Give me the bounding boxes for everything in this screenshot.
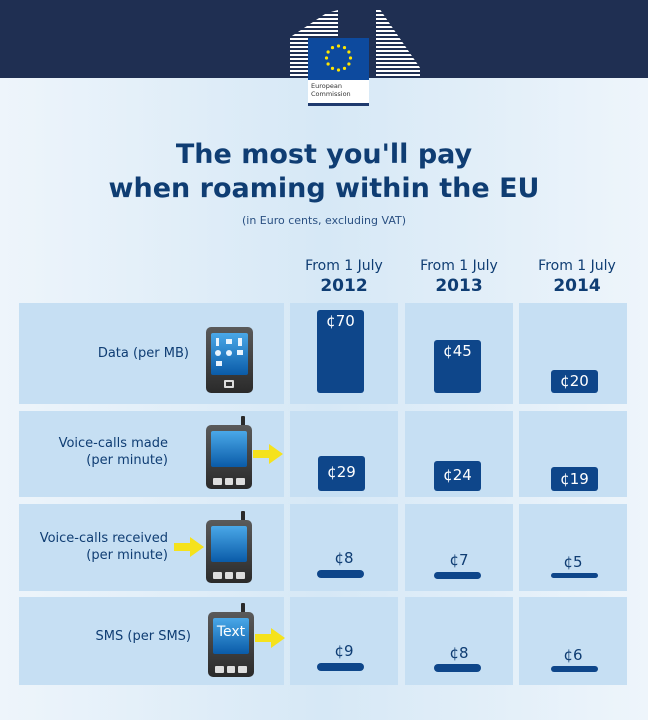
value-cell-2012: ¢8 (290, 504, 398, 591)
row-label-line2: (per minute) (86, 548, 168, 563)
row-voice-calls-received: Voice-calls received (per minute) ¢8 ¢7 … (19, 504, 627, 591)
value-cell-2012: ¢29 (290, 411, 398, 497)
value-cell-2014: ¢6 (519, 597, 627, 685)
column-year: 2013 (435, 276, 483, 296)
value-bar (317, 570, 364, 578)
row-label-cell: SMS (per SMS) Text (19, 597, 285, 685)
subtitle: (in Euro cents, excluding VAT) (241, 214, 407, 227)
row-label: Voice-calls received (per minute) (19, 530, 168, 564)
row-sms: SMS (per SMS) Text ¢9 ¢8 ¢6 (19, 597, 627, 685)
value-bar: ¢70 (317, 310, 364, 393)
value-bar: ¢45 (434, 340, 481, 393)
title-line1: The most you'll pay (175, 139, 473, 170)
title-line2: when roaming within the EU (108, 173, 540, 204)
phone-antenna (241, 603, 245, 615)
row-label: SMS (per SMS) (95, 629, 191, 644)
value-cell-2013: ¢7 (405, 504, 513, 591)
value-label: ¢29 (327, 463, 356, 481)
row-voice-calls-made: Voice-calls made (per minute) ¢29 ¢24 ¢1… (19, 411, 627, 497)
outgoing-arrow-icon (255, 628, 285, 648)
row-label-line1: Voice-calls received (39, 531, 168, 546)
value-cell-2012: ¢70 (290, 303, 398, 404)
value-bar (551, 573, 598, 578)
value-bar: ¢24 (434, 461, 481, 491)
phone-outgoing-icon (206, 425, 252, 489)
column-header-2012: From 1 July 2012 (290, 256, 398, 296)
value-bar: ¢19 (551, 467, 598, 491)
sms-screen-text: Text (216, 624, 246, 640)
row-label-line2: (per minute) (86, 453, 168, 468)
column-from-label: From 1 July (538, 258, 616, 274)
value-label: ¢19 (560, 470, 589, 488)
value-label: ¢6 (563, 646, 583, 664)
column-year: 2012 (320, 276, 368, 296)
phone-antenna (241, 511, 245, 523)
value-cell-2012: ¢9 (290, 597, 398, 685)
value-cell-2014: ¢5 (519, 504, 627, 591)
row-label-cell: Voice-calls received (per minute) (19, 504, 284, 591)
row-label-cell: Data (per MB) (19, 303, 284, 404)
value-cell-2014: ¢20 (519, 303, 627, 404)
page-title: The most you'll pay when roaming within … (0, 138, 648, 206)
value-bar (434, 664, 481, 672)
value-label: ¢5 (563, 553, 583, 571)
value-cell-2013: ¢24 (405, 411, 513, 497)
value-label: ¢45 (443, 342, 472, 360)
row-label-cell: Voice-calls made (per minute) (19, 411, 284, 497)
row-data: Data (per MB) ¢70 ¢45 ¢20 (19, 303, 627, 404)
row-label-line1: Voice-calls made (58, 436, 168, 451)
logo-text-line1: European (311, 82, 342, 90)
value-bar (317, 663, 364, 671)
value-label: ¢7 (449, 551, 469, 569)
phone-antenna (241, 416, 245, 428)
outgoing-arrow-icon (253, 444, 283, 464)
value-bar: ¢20 (551, 370, 598, 393)
column-from-label: From 1 July (305, 258, 383, 274)
value-label: ¢8 (334, 549, 354, 567)
value-label: ¢20 (560, 372, 589, 390)
row-label: Voice-calls made (per minute) (19, 435, 168, 469)
value-cell-2014: ¢19 (519, 411, 627, 497)
column-header-2014: From 1 July 2014 (523, 256, 631, 296)
value-cell-2013: ¢8 (405, 597, 513, 685)
value-bar (551, 666, 598, 672)
column-year: 2014 (553, 276, 601, 296)
incoming-arrow-icon (174, 537, 204, 557)
smartphone-apps-icon (206, 327, 253, 393)
european-commission-logo: European Commission (308, 38, 369, 106)
eu-flag-icon (308, 38, 369, 80)
value-bar: ¢29 (318, 456, 365, 491)
value-label: ¢24 (443, 466, 472, 484)
logo-text-line2: Commission (311, 90, 351, 98)
value-label: ¢9 (334, 642, 354, 660)
value-cell-2013: ¢45 (405, 303, 513, 404)
column-from-label: From 1 July (420, 258, 498, 274)
phone-incoming-icon (206, 520, 252, 583)
phone-sms-icon: Text (208, 612, 254, 677)
logo-text: European Commission (311, 82, 351, 98)
logo-underline (308, 103, 369, 106)
column-header-2013: From 1 July 2013 (405, 256, 513, 296)
value-label: ¢8 (449, 644, 469, 662)
row-label: Data (per MB) (97, 346, 189, 361)
value-bar (434, 572, 481, 579)
value-label: ¢70 (326, 312, 355, 330)
